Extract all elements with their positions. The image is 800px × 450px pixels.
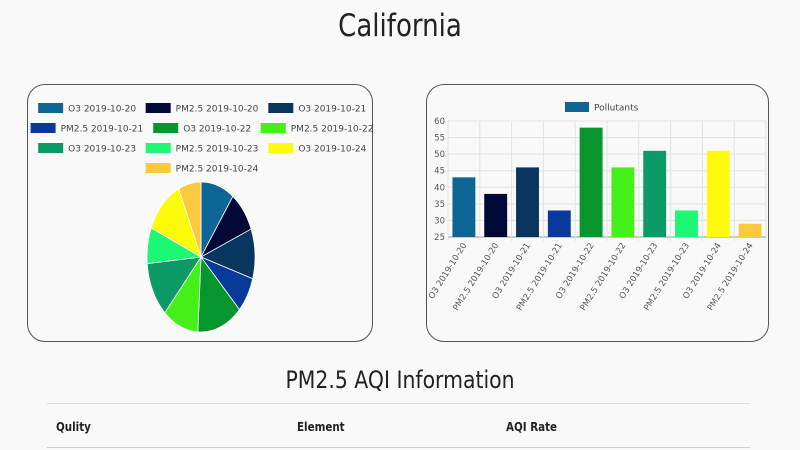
bar — [484, 193, 508, 237]
table-header-border — [47, 447, 750, 448]
column-header-aqi-rate: AQI Rate — [506, 420, 558, 434]
legend-label: PM2.5 2019-10-24 — [176, 165, 259, 175]
bar — [611, 167, 635, 237]
legend-label: Pollutants — [594, 104, 639, 114]
pie-chart: O3 2019-10-20 PM2.5 2019-10-20 O3 2019-10-… — [30, 103, 374, 333]
aqi-section-title: PM2.5 AQI Information — [285, 366, 515, 394]
y-tick-label: 35 — [434, 200, 445, 210]
bar-chart-card: Pollutants 25 30 35 40 45 50 55 60 O3 2019-10-20 P… — [426, 84, 769, 342]
y-tick-label: 40 — [434, 183, 445, 193]
column-header-element: Element — [297, 420, 345, 434]
bar — [579, 127, 603, 237]
bar — [547, 210, 571, 237]
bar — [738, 223, 762, 237]
bar — [643, 150, 667, 237]
pie-slice — [178, 181, 202, 258]
bar — [452, 177, 476, 237]
legend-label: O3 2019-10-23 — [68, 145, 136, 155]
y-tick-label: 30 — [434, 216, 445, 226]
legend-swatch — [38, 103, 64, 113]
y-tick-label: 45 — [434, 167, 445, 177]
legend-swatch — [260, 123, 286, 133]
legend-label: PM2.5 2019-10-22 — [291, 125, 374, 135]
legend-swatch — [268, 103, 294, 113]
legend-swatch — [565, 102, 589, 112]
column-header-quality: Qulity — [56, 420, 91, 434]
legend-swatch — [145, 143, 171, 153]
legend-label: O3 2019-10-20 — [68, 105, 136, 115]
legend-label: PM2.5 2019-10-21 — [61, 125, 144, 135]
y-tick-label: 55 — [434, 134, 445, 144]
legend-label: O3 2019-10-22 — [183, 125, 251, 135]
y-tick-label: 50 — [434, 150, 445, 160]
legend-swatch — [145, 103, 171, 113]
legend-label: PM2.5 2019-10-23 — [176, 145, 259, 155]
legend-swatch — [30, 123, 56, 133]
bar — [675, 210, 698, 237]
legend-swatch — [145, 163, 171, 173]
y-tick-label: 25 — [434, 233, 445, 243]
legend-label: PM2.5 2019-10-20 — [176, 105, 259, 115]
page-title: California — [338, 8, 462, 44]
pie-chart-card: O3 2019-10-20 PM2.5 2019-10-20 O3 2019-10-… — [27, 84, 373, 342]
legend-label: O3 2019-10-24 — [298, 145, 366, 155]
legend-swatch — [38, 143, 64, 153]
legend-swatch — [153, 123, 179, 133]
bar — [706, 150, 730, 237]
pie-slice — [197, 255, 240, 333]
legend-label: O3 2019-10-21 — [298, 105, 366, 115]
table-top-border — [47, 403, 750, 404]
bar — [516, 167, 539, 237]
y-tick-label: 60 — [434, 117, 445, 127]
legend-swatch — [268, 143, 294, 153]
